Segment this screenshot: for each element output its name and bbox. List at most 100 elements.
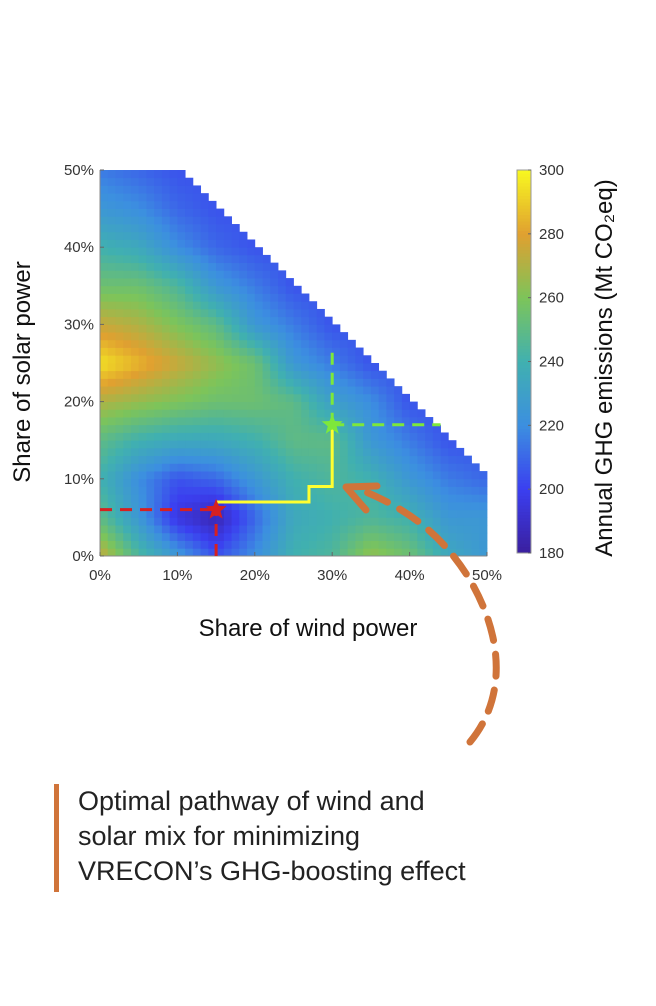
heatmap-cell (177, 262, 186, 271)
heatmap-cell (154, 200, 163, 209)
heatmap-cell (378, 401, 387, 410)
heatmap-cell (417, 517, 426, 526)
heatmap-cell (161, 424, 171, 433)
colorbar-segment (517, 348, 531, 353)
heatmap-cell (301, 293, 310, 302)
heatmap-cell (308, 301, 318, 310)
colorbar-segment (517, 243, 531, 248)
heatmap-cell (130, 509, 140, 518)
heatmap-cell (161, 193, 171, 202)
heatmap-cell (370, 540, 380, 549)
heatmap-cell (154, 293, 163, 302)
heatmap-cell (138, 316, 147, 325)
heatmap-cell (262, 363, 271, 372)
heatmap-cell (479, 517, 488, 526)
y-tick-label: 50% (64, 162, 94, 179)
heatmap-cell (130, 285, 140, 294)
heatmap-cell (409, 548, 418, 557)
heatmap-cell (285, 278, 294, 287)
heatmap-cell (223, 324, 232, 333)
heatmap-cell (154, 193, 163, 202)
heatmap-cell (332, 386, 341, 395)
heatmap-cell (285, 532, 294, 541)
heatmap-cell (247, 424, 256, 433)
heatmap-cell (301, 463, 310, 472)
heatmap-cell (169, 332, 178, 341)
colorbar-segment (517, 501, 531, 506)
heatmap-cell (192, 409, 202, 418)
heatmap-cell (355, 471, 364, 480)
heatmap-cell (200, 247, 209, 256)
heatmap-cell (285, 424, 294, 433)
heatmap-cell (192, 386, 202, 395)
heatmap-cell (161, 517, 171, 526)
colorbar-segment (517, 281, 531, 286)
heatmap-cell (161, 478, 171, 487)
heatmap-cell (417, 494, 426, 503)
heatmap-cell (324, 347, 333, 356)
heatmap-cell (107, 401, 116, 410)
heatmap-cell (223, 308, 232, 318)
heatmap-cell (409, 540, 418, 549)
heatmap-cell (363, 440, 372, 449)
heatmap-cell (262, 409, 271, 418)
heatmap-cell (123, 440, 132, 449)
heatmap-cell (386, 525, 395, 534)
heatmap-cell (432, 424, 441, 433)
heatmap-cell (169, 370, 178, 379)
heatmap-cell (332, 363, 341, 372)
heatmap-cell (409, 486, 418, 495)
heatmap-cell (100, 432, 109, 441)
heatmap-cell (471, 501, 480, 511)
heatmap-cell (177, 301, 186, 310)
heatmap-cell (146, 363, 155, 372)
heatmap-cell (254, 478, 263, 487)
colorbar-label: Annual GHG emissions (Mt CO₂eq) (591, 179, 618, 556)
heatmap-cell (409, 401, 418, 410)
heatmap-cell (278, 525, 287, 534)
heatmap-cell (347, 386, 356, 395)
arrow-head-icon (342, 482, 381, 514)
heatmap-cell (192, 432, 202, 441)
heatmap-cell (208, 270, 217, 279)
heatmap-cell (378, 486, 387, 495)
heatmap-cell (200, 509, 209, 518)
heatmap-cell (200, 224, 209, 233)
heatmap-cell (216, 254, 225, 264)
heatmap-cell (123, 285, 132, 294)
colorbar-segment (517, 425, 531, 430)
caption-line: VRECON’s GHG-boosting effect (78, 856, 466, 886)
heatmap-cell (355, 424, 364, 433)
heatmap-cell (378, 440, 387, 449)
heatmap-cell (123, 270, 132, 279)
heatmap-cell (254, 355, 263, 364)
heatmap-cell (417, 471, 426, 480)
heatmap-cell (177, 478, 186, 487)
heatmap-cell (208, 208, 217, 217)
heatmap-cell (425, 417, 434, 426)
heatmap-cell (161, 501, 171, 511)
heatmap-cell (262, 316, 271, 325)
heatmap-cell (223, 424, 232, 433)
heatmap-cell (247, 270, 256, 279)
heatmap-cell (138, 363, 147, 372)
colorbar-segment (517, 201, 531, 206)
heatmap-cell (185, 532, 194, 541)
heatmap-cell (115, 262, 124, 271)
heatmap-cell (169, 170, 178, 179)
heatmap-cell (154, 170, 163, 179)
heatmap-cell (161, 270, 171, 279)
colorbar-segment (517, 176, 531, 181)
heatmap-cell (254, 393, 263, 402)
heatmap-cell (231, 355, 240, 364)
heatmap-cell (285, 332, 294, 341)
colorbar-segment (517, 246, 531, 251)
heatmap-cell (316, 424, 325, 433)
heatmap-cell (401, 455, 410, 464)
heatmap-cell (208, 285, 217, 294)
heatmap-cell (146, 347, 155, 356)
heatmap-cell (262, 285, 271, 294)
heatmap-cell (115, 432, 124, 441)
heatmap-cell (177, 447, 186, 457)
heatmap-cell (339, 432, 349, 441)
